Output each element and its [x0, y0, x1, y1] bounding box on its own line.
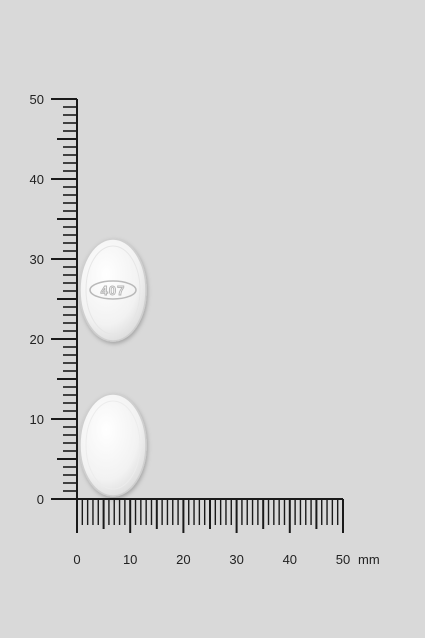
tablet-bottom [79, 393, 147, 497]
horizontal-ruler: 0 10 20 30 40 50 [73, 498, 350, 567]
vertical-tick-label: 40 [30, 172, 44, 187]
horizontal-tick-label: 10 [123, 552, 137, 567]
vertical-tick-label: 10 [30, 412, 44, 427]
vertical-tick-label: 50 [30, 92, 44, 107]
horizontal-tick-label: 30 [229, 552, 243, 567]
horizontal-tick-label: 40 [283, 552, 297, 567]
tablet-imprint: 407 [89, 280, 137, 300]
unit-label: mm [358, 552, 380, 567]
vertical-tick-label: 0 [37, 492, 44, 507]
horizontal-tick-label: 50 [336, 552, 350, 567]
vertical-ruler: 0 10 20 30 40 50 [30, 92, 78, 507]
vertical-tick-label: 20 [30, 332, 44, 347]
horizontal-tick-label: 20 [176, 552, 190, 567]
horizontal-tick-label: 0 [73, 552, 80, 567]
vertical-tick-label: 30 [30, 252, 44, 267]
svg-text:407: 407 [101, 283, 126, 298]
tablet-top: 407 [79, 238, 147, 342]
